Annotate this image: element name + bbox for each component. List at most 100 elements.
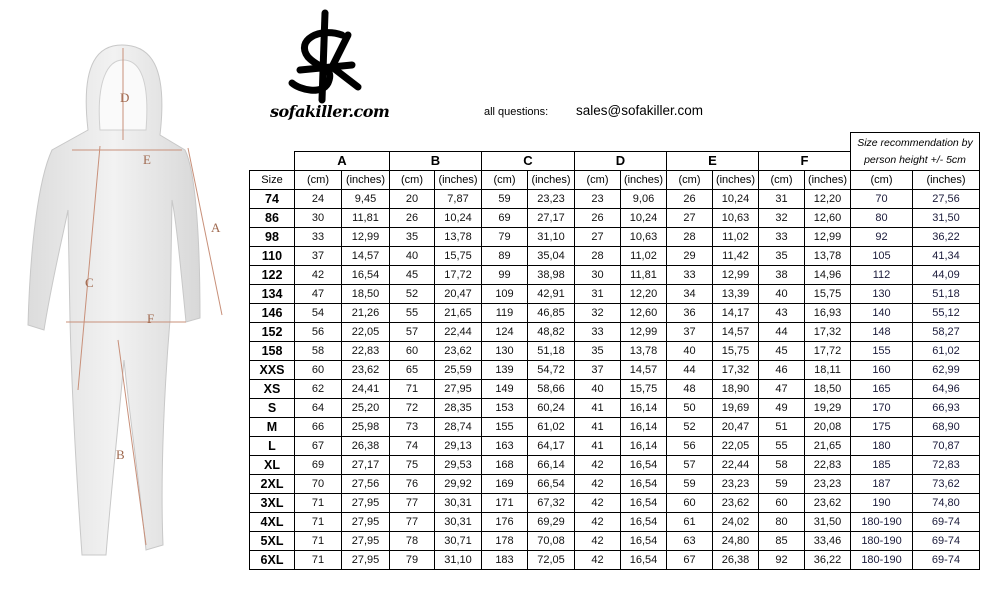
value-cell: 33 — [758, 227, 805, 247]
value-cell: 13,39 — [712, 284, 759, 304]
value-cell: 13,78 — [804, 246, 851, 266]
value-cell: 36,22 — [804, 550, 851, 570]
value-cell: 85 — [758, 531, 805, 551]
value-cell: 112 — [850, 265, 913, 285]
value-cell: 30,31 — [434, 512, 482, 532]
value-cell: 46,85 — [527, 303, 575, 323]
value-cell: 187 — [850, 474, 913, 494]
table-row: 5XL 71 27,95 78 30,71 178 70,08 42 16,54 63 24,80 8… — [249, 531, 980, 551]
value-cell: 171 — [481, 493, 528, 513]
value-cell: 78 — [389, 531, 435, 551]
size-cell: 146 — [249, 303, 295, 323]
value-cell: 42 — [574, 455, 621, 475]
size-cell: XXS — [249, 360, 295, 380]
value-cell: 44,09 — [912, 265, 980, 285]
value-cell: 17,32 — [804, 322, 851, 342]
label-e: E — [143, 152, 151, 167]
value-cell: 45 — [389, 265, 435, 285]
table-row: XL 69 27,17 75 29,53 168 66,14 42 16,54 57 22,44 58… — [249, 455, 980, 475]
value-cell: 30 — [294, 208, 342, 228]
value-cell: 17,72 — [434, 265, 482, 285]
value-cell: 71 — [294, 512, 342, 532]
contact-email[interactable]: sales@sofakiller.com — [576, 103, 703, 118]
value-cell: 69 — [294, 455, 342, 475]
value-cell: 16,54 — [341, 265, 390, 285]
unit-cm-header: (cm) — [758, 170, 805, 190]
table-row: 98 33 12,99 35 13,78 79 31,10 27 10,63 28 11,02 33 1… — [249, 227, 980, 247]
value-cell: 28,35 — [434, 398, 482, 418]
value-cell: 67 — [294, 436, 342, 456]
value-cell: 14,96 — [804, 265, 851, 285]
value-cell: 176 — [481, 512, 528, 532]
value-cell: 15,75 — [712, 341, 759, 361]
value-cell: 64 — [294, 398, 342, 418]
value-cell: 11,02 — [712, 227, 759, 247]
blank-cell — [249, 151, 295, 171]
value-cell: 23,62 — [712, 493, 759, 513]
value-cell: 20,08 — [804, 417, 851, 437]
value-cell: 27,95 — [341, 531, 390, 551]
table-row: 152 56 22,05 57 22,44 124 48,82 33 12,99 37 14,57 4… — [249, 322, 980, 342]
value-cell: 42 — [574, 550, 621, 570]
value-cell: 77 — [389, 493, 435, 513]
table-row: 86 30 11,81 26 10,24 69 27,17 26 10,24 27 10,63 32 1… — [249, 208, 980, 228]
value-cell: 69,29 — [527, 512, 575, 532]
value-cell: 67 — [666, 550, 713, 570]
value-cell: 180-190 — [850, 512, 913, 532]
value-cell: 29,13 — [434, 436, 482, 456]
value-cell: 31 — [574, 284, 621, 304]
table-row: 3XL 71 27,95 77 30,31 171 67,32 42 16,54 60 23,62 6… — [249, 493, 980, 513]
value-cell: 14,57 — [712, 322, 759, 342]
value-cell: 55 — [758, 436, 805, 456]
value-cell: 61 — [666, 512, 713, 532]
size-cell: 4XL — [249, 512, 295, 532]
value-cell: 18,11 — [804, 360, 851, 380]
value-cell: 12,99 — [620, 322, 667, 342]
value-cell: 52 — [666, 417, 713, 437]
value-cell: 155 — [850, 341, 913, 361]
value-cell: 58,27 — [912, 322, 980, 342]
value-cell: 16,54 — [620, 550, 667, 570]
value-cell: 31,50 — [912, 208, 980, 228]
value-cell: 48 — [666, 379, 713, 399]
value-cell: 22,05 — [712, 436, 759, 456]
value-cell: 30,31 — [434, 493, 482, 513]
value-cell: 15,75 — [434, 246, 482, 266]
value-cell: 31 — [758, 189, 805, 209]
value-cell: 16,54 — [620, 512, 667, 532]
value-cell: 60 — [666, 493, 713, 513]
value-cell: 180 — [850, 436, 913, 456]
value-cell: 54,72 — [527, 360, 575, 380]
value-cell: 55 — [389, 303, 435, 323]
value-cell: 33 — [294, 227, 342, 247]
value-cell: 51 — [758, 417, 805, 437]
table-row: XS 62 24,41 71 27,95 149 58,66 40 15,75 48 18,90 47… — [249, 379, 980, 399]
value-cell: 60 — [758, 493, 805, 513]
value-cell: 79 — [481, 227, 528, 247]
unit-header-row: Size (cm) (inches) (cm) (inches) (cm) (inches)… — [249, 170, 980, 190]
value-cell: 54 — [294, 303, 342, 323]
value-cell: 29,92 — [434, 474, 482, 494]
value-cell: 69 — [481, 208, 528, 228]
value-cell: 57 — [666, 455, 713, 475]
value-cell: 19,29 — [804, 398, 851, 418]
unit-cm-header: (cm) — [481, 170, 528, 190]
value-cell: 41 — [574, 398, 621, 418]
value-cell: 89 — [481, 246, 528, 266]
value-cell: 68,90 — [912, 417, 980, 437]
value-cell: 60 — [294, 360, 342, 380]
value-cell: 36,22 — [912, 227, 980, 247]
value-cell: 42 — [574, 493, 621, 513]
unit-cm-header: (cm) — [389, 170, 435, 190]
value-cell: 51,18 — [527, 341, 575, 361]
label-b: B — [116, 447, 125, 462]
value-cell: 12,99 — [804, 227, 851, 247]
value-cell: 27,95 — [341, 550, 390, 570]
value-cell: 169 — [481, 474, 528, 494]
value-cell: 17,72 — [804, 341, 851, 361]
value-cell: 27 — [574, 227, 621, 247]
value-cell: 66,54 — [527, 474, 575, 494]
value-cell: 30 — [574, 265, 621, 285]
size-cell: 86 — [249, 208, 295, 228]
value-cell: 12,20 — [620, 284, 667, 304]
